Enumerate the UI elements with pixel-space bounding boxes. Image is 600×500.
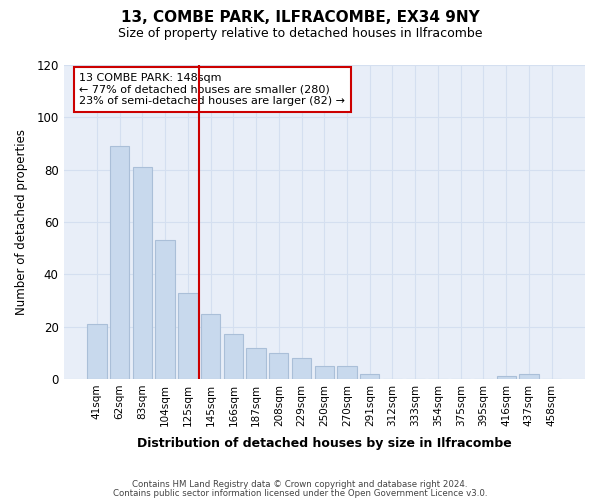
Bar (224, 334, 243, 379)
Bar (497, 376, 516, 379)
Bar (292, 358, 311, 379)
Bar (110, 146, 130, 379)
Bar (269, 352, 289, 379)
Text: 13 COMBE PARK: 148sqm
← 77% of detached houses are smaller (280)
23% of semi-det: 13 COMBE PARK: 148sqm ← 77% of detached … (79, 73, 345, 106)
Bar (178, 292, 197, 379)
Bar (519, 374, 539, 379)
Bar (87, 324, 107, 379)
Bar (314, 366, 334, 379)
Bar (360, 374, 379, 379)
Text: Contains public sector information licensed under the Open Government Licence v3: Contains public sector information licen… (113, 488, 487, 498)
Y-axis label: Number of detached properties: Number of detached properties (15, 129, 28, 315)
Text: Size of property relative to detached houses in Ilfracombe: Size of property relative to detached ho… (118, 28, 482, 40)
X-axis label: Distribution of detached houses by size in Ilfracombe: Distribution of detached houses by size … (137, 437, 512, 450)
Bar (247, 348, 266, 379)
Text: 13, COMBE PARK, ILFRACOMBE, EX34 9NY: 13, COMBE PARK, ILFRACOMBE, EX34 9NY (121, 10, 479, 25)
Bar (133, 167, 152, 379)
Bar (155, 240, 175, 379)
Bar (201, 314, 220, 379)
Bar (337, 366, 356, 379)
Text: Contains HM Land Registry data © Crown copyright and database right 2024.: Contains HM Land Registry data © Crown c… (132, 480, 468, 489)
